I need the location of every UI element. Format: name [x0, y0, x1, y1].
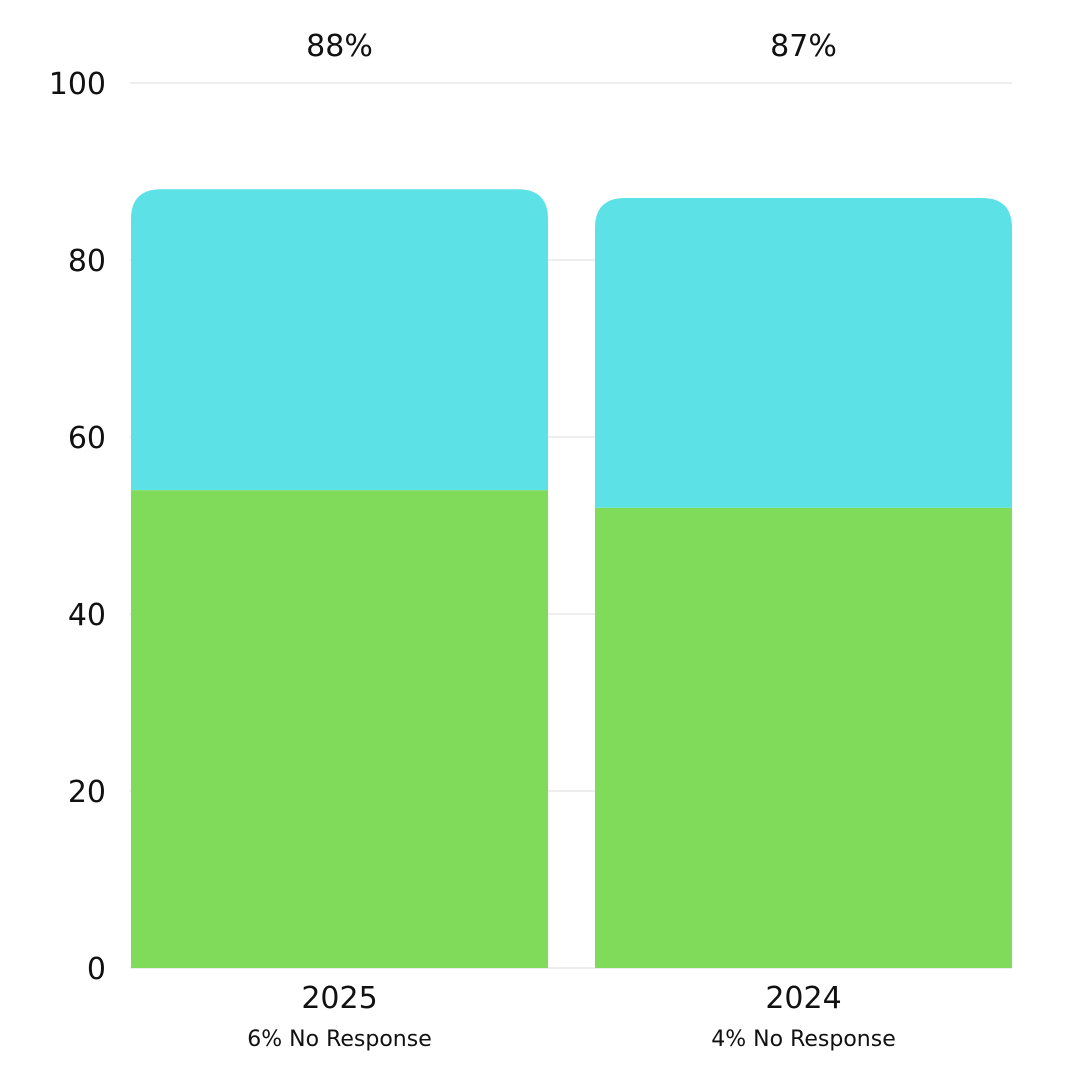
bar-segment-2025-2 — [131, 189, 548, 491]
y-tick-label: 60 — [68, 421, 106, 456]
bar-layer — [131, 189, 1012, 968]
no-response-note-2024: 4% No Response — [711, 1027, 895, 1052]
y-tick-label: 100 — [49, 67, 106, 102]
label-layer: 0 20 40 60 80 100 88% 2025 6% No Response 87% 2024… — [49, 29, 896, 1052]
y-tick-label: 40 — [68, 598, 106, 633]
x-category-label-2025: 2025 — [301, 981, 377, 1016]
bar-segment-2024-2 — [595, 198, 1012, 508]
y-tick-label: 20 — [68, 775, 106, 810]
bar-segment-2025-1 — [131, 490, 548, 968]
bar-segment-2024-1 — [595, 507, 1012, 968]
bar-total-label-2025: 88% — [306, 29, 373, 64]
y-tick-label: 80 — [68, 244, 106, 279]
y-tick-label: 0 — [87, 952, 106, 987]
x-category-label-2024: 2024 — [765, 981, 841, 1016]
no-response-note-2025: 6% No Response — [247, 1027, 431, 1052]
bar-total-label-2024: 87% — [770, 29, 837, 64]
